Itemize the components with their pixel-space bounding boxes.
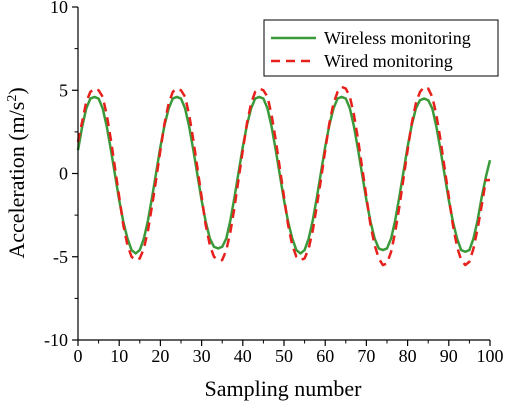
x-tick-label: 60 [316,346,334,366]
y-axis-title: Acceleration (m/s2) [4,87,29,258]
y-axis-title-base: Acceleration (m/s [4,102,29,259]
legend-box [263,19,499,77]
y-axis-title-close: ) [4,87,29,94]
y-tick-label: 10 [50,0,68,17]
y-tick-label: 5 [59,80,68,100]
y-axis-title-superscript: 2 [5,95,20,102]
series-layer [76,85,492,267]
x-tick-label: 80 [399,346,417,366]
y-tick-label: -5 [53,247,68,267]
x-tick-label: 50 [275,346,293,366]
legend-label-wireless: Wireless monitoring [324,28,471,48]
x-tick-label: 10 [110,346,128,366]
x-tick-label: 90 [440,346,458,366]
x-tick-label: 70 [357,346,375,366]
y-tick-label: 0 [59,164,68,184]
x-tick-label: 20 [151,346,169,366]
series-line-wired [76,85,490,267]
x-tick-label: 40 [234,346,252,366]
x-tick-label: 30 [193,346,211,366]
ticks-layer: 0 10 20 30 40 50 60 70 80 90 100 -10 -5 0 5 10 [44,0,504,366]
x-axis-title: Sampling number [204,376,362,401]
series-line-wireless [76,95,492,255]
y-tick-label: -10 [44,330,68,350]
x-tick-label: 0 [74,346,83,366]
x-tick-label: 100 [477,346,504,366]
legend: Wireless monitoring Wired monitoring [263,19,499,77]
legend-label-wired: Wired monitoring [324,51,453,71]
